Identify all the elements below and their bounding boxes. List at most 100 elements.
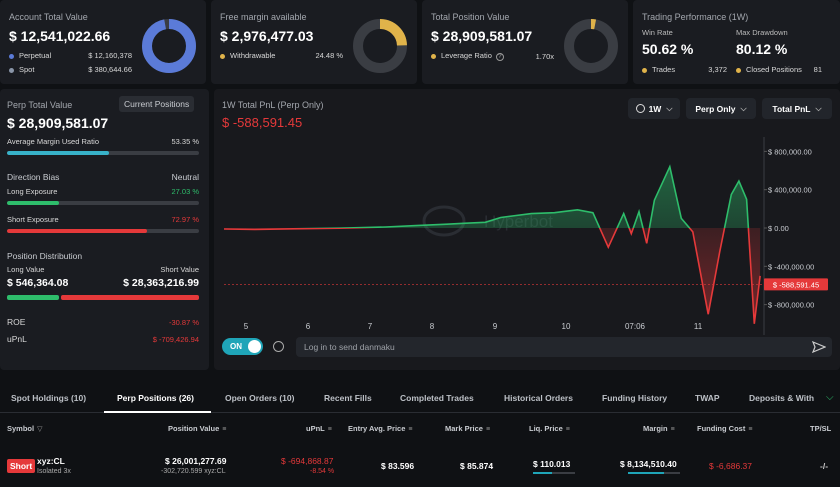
- roe-row: ROE -30.87 %: [7, 317, 199, 327]
- range-dropdown[interactable]: 1W ⌵: [628, 98, 680, 119]
- col-upnl[interactable]: uPnL ≡: [306, 424, 332, 433]
- col-margin[interactable]: Margin ≡: [643, 424, 675, 433]
- sort-icon[interactable]: ≡: [485, 426, 491, 433]
- pnl-line-negative: [223, 228, 761, 324]
- sort-icon[interactable]: ≡: [670, 426, 675, 433]
- col-liq-price[interactable]: Liq. Price ≡: [529, 424, 570, 433]
- tab-twap[interactable]: TWAP: [695, 393, 720, 403]
- sort-icon[interactable]: ≡: [327, 426, 332, 433]
- upnl-cell: $ -694,868.87: [281, 456, 334, 466]
- roe-value: -30.87 %: [168, 317, 199, 327]
- side-badge: Short: [7, 459, 36, 473]
- tabs-more-chevron-icon[interactable]: ⌵: [826, 392, 834, 403]
- metric-dropdown[interactable]: Total PnL ⌵: [762, 98, 832, 119]
- col-mark-price[interactable]: Mark Price ≡: [445, 424, 491, 433]
- chevron-down-icon: ⌵: [666, 103, 673, 113]
- scope-dropdown[interactable]: Perp Only ⌵: [686, 98, 756, 119]
- funding-cost: $ -6,686.37: [709, 461, 753, 471]
- account-spot-row: Spot $ 380,644.66: [9, 65, 132, 74]
- tab-historical-orders[interactable]: Historical Orders: [504, 393, 573, 403]
- x-tick-label: 10: [562, 322, 571, 331]
- withdrawable-dot-icon: [220, 53, 225, 59]
- y-tick-label: $ -400,000.00: [768, 262, 814, 271]
- current-positions-button[interactable]: Current Positions: [119, 96, 195, 112]
- roe-label: ROE: [7, 317, 26, 327]
- col-position-value[interactable]: Position Value ≡: [168, 424, 227, 433]
- danmaku-toggle[interactable]: ON: [222, 338, 263, 355]
- leverage-ratio-value: 1.70x: [535, 51, 554, 61]
- free-margin-title: Free margin available: [220, 12, 307, 22]
- direction-bias-value: Neutral: [171, 172, 199, 182]
- chevron-down-icon: ⌵: [740, 103, 747, 113]
- pnl-line-positive: [293, 164, 750, 228]
- free-margin-donut-chart: [353, 19, 407, 73]
- toggle-knob: [248, 340, 261, 353]
- margin-value: $ 8,134,510.40: [620, 459, 677, 469]
- y-tick-label: $ 400,000.00: [768, 186, 812, 195]
- pnl-value: $ -588,591.45: [222, 115, 303, 130]
- total-position-value: $ 28,909,581.07: [431, 28, 533, 44]
- tab-spot-holdings[interactable]: Spot Holdings (10): [11, 393, 87, 403]
- danmaku-input[interactable]: Log in to send danmaku: [296, 337, 832, 357]
- x-tick-label: 6: [306, 322, 311, 331]
- closed-positions-row: Closed Positions 81: [736, 65, 822, 74]
- closed-dot-icon: [736, 67, 741, 73]
- win-rate-value: 50.62 %: [642, 41, 694, 57]
- y-tick-label: $ 0.00: [768, 224, 789, 233]
- sort-icon[interactable]: ≡: [748, 426, 753, 433]
- distribution-short-fill: [60, 295, 199, 300]
- liq-progress: [533, 472, 575, 474]
- account-donut-arc: [142, 19, 196, 73]
- leverage-ratio-row: Leverage Ratio ? 1.70x: [431, 51, 554, 61]
- col-entry-price[interactable]: Entry Avg. Price ≡: [348, 424, 413, 433]
- x-tick-label: 11: [694, 322, 703, 331]
- spot-label: Spot: [19, 65, 35, 74]
- total-position-title: Total Position Value: [431, 12, 510, 22]
- tab-recent-fills[interactable]: Recent Fills: [324, 393, 372, 403]
- short-exposure-fill: [7, 229, 148, 233]
- tpsl-value[interactable]: -/-: [820, 461, 829, 471]
- perp-summary-panel: Perp Total Value Current Positions $ 28,…: [0, 89, 209, 370]
- filter-icon[interactable]: ▽: [37, 426, 43, 433]
- upnl-pct-cell: -8.54 %: [310, 468, 335, 475]
- upnl-row: uPnL $ -709,426.94: [7, 334, 199, 344]
- withdrawable-row: Withdrawable 24.48 %: [220, 51, 343, 60]
- sort-icon[interactable]: ≡: [408, 426, 413, 433]
- col-symbol[interactable]: Symbol ▽: [7, 424, 43, 433]
- send-icon[interactable]: [812, 341, 826, 353]
- position-distribution-label: Position Distribution: [7, 251, 83, 261]
- toggle-label: ON: [230, 342, 242, 351]
- trading-performance-card: Trading Performance (1W) Win Rate 50.62 …: [633, 0, 840, 84]
- clock-icon: [635, 104, 645, 113]
- tab-perp-positions[interactable]: Perp Positions (26): [117, 393, 194, 403]
- account-total-value: $ 12,541,022.66: [9, 28, 111, 44]
- col-funding-cost[interactable]: Funding Cost ≡: [697, 424, 753, 433]
- scope-label: Perp Only: [695, 103, 736, 114]
- perp-total-title: Perp Total Value: [7, 100, 73, 110]
- perpetual-label: Perpetual: [19, 51, 52, 60]
- table-row[interactable]: Short xyz:CL Isolated 3x $ 26,001,277.69…: [0, 446, 840, 487]
- long-exposure-fill: [7, 201, 59, 205]
- perp-total-value: $ 28,909,581.07: [7, 115, 109, 131]
- entry-price: $ 83.596: [381, 461, 415, 471]
- x-tick-label: 9: [493, 322, 498, 331]
- max-drawdown-label: Max Drawdown: [736, 28, 788, 37]
- pnl-line-chart: Hyperbot$ 800,000.00$ 400,000.00$ 0.00$ …: [223, 137, 828, 335]
- tab-open-orders[interactable]: Open Orders (10): [225, 393, 295, 403]
- closed-positions-value: 81: [813, 65, 822, 74]
- amur-bar: [7, 151, 199, 155]
- tab-completed-trades[interactable]: Completed Trades: [400, 393, 474, 403]
- tab-funding-history[interactable]: Funding History: [602, 393, 668, 403]
- account-total-card: Account Total Value $ 12,541,022.66 Perp…: [0, 0, 206, 84]
- account-perpetual-row: Perpetual $ 12,160,378: [9, 51, 132, 60]
- symbol-value[interactable]: xyz:CL: [37, 456, 65, 466]
- tab-deposits-withdrawals[interactable]: Deposits & With: [749, 393, 815, 403]
- danmaku-settings-icon[interactable]: [273, 341, 284, 352]
- position-donut-arc: [564, 19, 618, 73]
- upnl-value: $ -709,426.94: [152, 334, 199, 344]
- long-exposure-row: Long Exposure 27.03 %: [7, 187, 199, 196]
- help-icon[interactable]: ?: [495, 53, 504, 61]
- sort-icon[interactable]: ≡: [565, 426, 570, 433]
- distribution-values-row: $ 546,364.08 $ 28,363,216.99: [7, 277, 199, 289]
- sort-icon[interactable]: ≡: [222, 426, 227, 433]
